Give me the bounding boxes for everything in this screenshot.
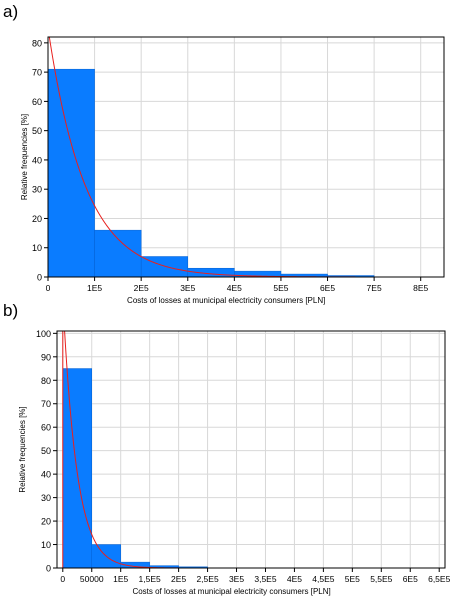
chart-b-y-tick-label: 40 — [41, 470, 51, 480]
chart-a-y-tick-label: 60 — [32, 97, 42, 107]
chart-b-x-tick-label: 6,5E5 — [428, 574, 450, 584]
chart-a-x-tick-label: 6E5 — [320, 283, 335, 293]
chart-a-x-axis-label: Costs of losses at municipal electricity… — [127, 296, 325, 305]
chart-b-x-tick-label: 2E5 — [171, 574, 186, 584]
chart-a-y-tick-label: 10 — [32, 243, 42, 253]
chart-a-x-tick-label: 5E5 — [273, 283, 288, 293]
chart-a-y-tick-label: 50 — [32, 126, 42, 136]
chart-b-y-tick-label: 10 — [41, 540, 51, 550]
histogram-chart-a: 0 10 20 30 40 50 60 70 80 0 1E5 2E5 3E5 4E5 5E5 6E5 7E5 8… — [20, 36, 445, 305]
chart-a-x-tick-label: 4E5 — [227, 283, 242, 293]
chart-b-x-tick-label: 6E5 — [403, 574, 418, 584]
chart-a-x-tick-label: 7E5 — [367, 283, 382, 293]
chart-a-y-axis-label: Relative frequencies [%] — [20, 114, 29, 200]
chart-b-x-tick-label: 2,5E5 — [196, 574, 218, 584]
chart-b-y-tick-label: 60 — [41, 423, 51, 433]
chart-b-plot-frame — [56, 330, 446, 569]
chart-b-x-axis-label: Costs of losses at municipal electricity… — [132, 587, 330, 596]
chart-a-x-tick-label: 8E5 — [413, 283, 428, 293]
histogram-chart-b: 0 10 20 30 40 50 60 70 80 90 100 0 50000 1E5 1,5E5 2E5 2… — [18, 329, 451, 596]
chart-b-x-tick-label: 4E5 — [287, 574, 302, 584]
chart-b-y-tick-label: 0 — [46, 564, 51, 574]
chart-b-y-tick-label: 80 — [41, 376, 51, 386]
chart-b-y-axis-label: Relative frequencies [%] — [18, 406, 27, 492]
chart-b-y-tick-label: 100 — [36, 329, 51, 339]
chart-a-x-tick-label: 2E5 — [134, 283, 149, 293]
chart-a-x-tick-label: 0 — [46, 283, 51, 293]
chart-b-x-tick-label: 50000 — [80, 574, 104, 584]
chart-b-x-tick-label: 3,5E5 — [254, 574, 276, 584]
chart-b-y-tick-label: 30 — [41, 493, 51, 503]
chart-a-y-tick-label: 30 — [32, 185, 42, 195]
chart-a-bars — [47, 68, 375, 278]
chart-a-bar-1 — [47, 68, 95, 278]
chart-a-plot-frame — [47, 36, 445, 278]
chart-b-x-tick-label: 1,5E5 — [139, 574, 161, 584]
chart-b-y-tick-label: 90 — [41, 352, 51, 362]
chart-b-x-tick-label: 5,5E5 — [370, 574, 392, 584]
chart-a-x-tick-label: 3E5 — [180, 283, 195, 293]
panel-b-label: b) — [3, 301, 19, 320]
chart-b-y-tick-label: 70 — [41, 399, 51, 409]
chart-a-x-tick-label: 1E5 — [87, 283, 102, 293]
chart-b-bar-1 — [62, 368, 92, 569]
chart-b-x-tick-label: 1E5 — [113, 574, 128, 584]
panel-a-label: a) — [3, 2, 19, 21]
chart-b-x-tick-label: 4,5E5 — [312, 574, 334, 584]
chart-a-y-tick-label: 40 — [32, 155, 42, 165]
chart-a-y-tick-label: 0 — [37, 273, 42, 283]
chart-b-x-tick-label: 3E5 — [229, 574, 244, 584]
chart-a-y-tick-label: 20 — [32, 214, 42, 224]
chart-b-bars — [62, 368, 208, 569]
chart-b-x-tick-label: 5E5 — [345, 574, 360, 584]
chart-b-x-tick-label: 0 — [60, 574, 65, 584]
chart-b-y-tick-label: 50 — [41, 446, 51, 456]
chart-a-y-tick-label: 80 — [32, 38, 42, 48]
chart-b-gridlines — [57, 331, 445, 569]
chart-b-y-tick-label: 20 — [41, 517, 51, 527]
chart-b-fit-curve — [62, 331, 445, 568]
chart-a-bar-2 — [94, 229, 142, 278]
chart-a-y-tick-label: 70 — [32, 68, 42, 78]
